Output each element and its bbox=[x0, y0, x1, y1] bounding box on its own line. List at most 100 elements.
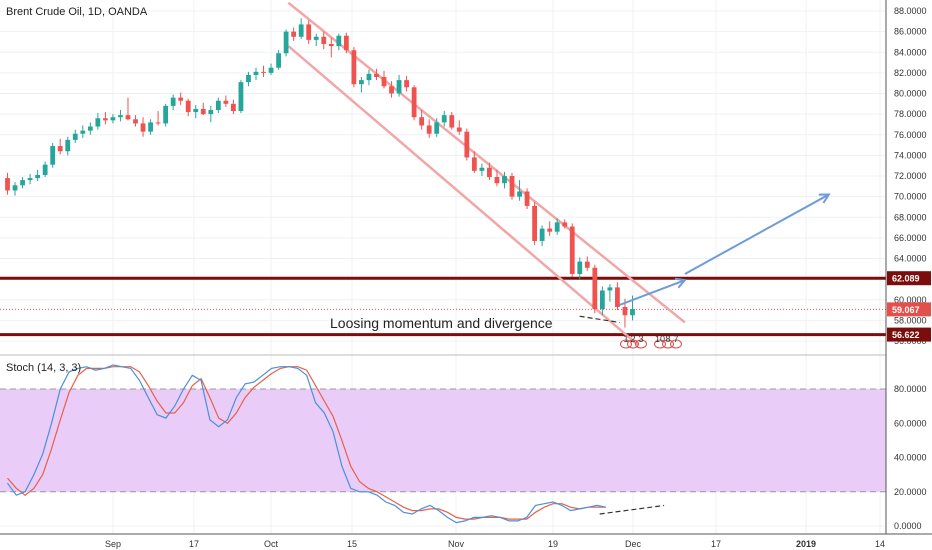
candle bbox=[155, 111, 161, 126]
candle bbox=[411, 85, 417, 121]
candle bbox=[253, 67, 259, 81]
descending-channel[interactable] bbox=[287, 1, 686, 347]
price-scale[interactable] bbox=[886, 0, 932, 534]
x-tick-label: Sep bbox=[105, 539, 121, 549]
x-tick-label: 17 bbox=[711, 539, 721, 549]
candle bbox=[426, 119, 432, 138]
y-tick-label: 88.0000 bbox=[894, 6, 927, 16]
x-tick-label: 2019 bbox=[796, 539, 816, 549]
candle bbox=[434, 118, 440, 137]
candle bbox=[178, 92, 184, 105]
channel-line[interactable] bbox=[287, 1, 686, 324]
y-tick-label: 74.0000 bbox=[894, 150, 927, 160]
candle bbox=[102, 112, 108, 125]
svg-text:62.089: 62.089 bbox=[892, 274, 920, 284]
candle bbox=[313, 33, 319, 47]
candle bbox=[351, 47, 357, 88]
candle bbox=[148, 119, 153, 135]
candle bbox=[547, 221, 553, 236]
candle bbox=[208, 105, 214, 123]
y-tick-label: 82.0000 bbox=[894, 68, 927, 78]
candle bbox=[343, 32, 349, 54]
wave-label: 1 bbox=[620, 334, 632, 349]
candle bbox=[27, 173, 33, 185]
price-divergence-line[interactable] bbox=[579, 315, 620, 324]
svg-text:7: 7 bbox=[673, 334, 678, 344]
svg-text:59.067: 59.067 bbox=[892, 305, 920, 315]
svg-text:1: 1 bbox=[623, 334, 628, 344]
candle bbox=[185, 98, 191, 117]
indicator-tick-label: 60.0000 bbox=[894, 418, 927, 428]
candle bbox=[12, 182, 18, 196]
candle bbox=[359, 77, 364, 93]
candle bbox=[321, 31, 327, 50]
wave-label: 10 bbox=[654, 334, 666, 349]
candle bbox=[231, 99, 236, 115]
candle bbox=[494, 169, 500, 187]
candle bbox=[328, 37, 334, 58]
candle bbox=[471, 151, 477, 173]
candle bbox=[95, 113, 101, 130]
horizontal-levels[interactable] bbox=[0, 276, 886, 337]
candle bbox=[449, 112, 455, 130]
candle bbox=[607, 284, 613, 302]
candle bbox=[268, 63, 274, 75]
projection-arrows[interactable] bbox=[619, 193, 831, 306]
stoch-divergence-line[interactable] bbox=[599, 504, 665, 515]
indicator-tick-label: 40.0000 bbox=[894, 453, 927, 463]
stoch-k-line bbox=[7, 364, 607, 524]
y-tick-label: 76.0000 bbox=[894, 130, 927, 140]
candle bbox=[509, 172, 515, 200]
candle bbox=[35, 169, 41, 182]
candlestick-series bbox=[5, 18, 635, 328]
indicator-tick-label: 80.0000 bbox=[894, 384, 927, 394]
indicator-axis-ticks: 80.0000 60.0000 40.0000 20.0000 0.0000 bbox=[894, 384, 927, 531]
time-axis-ticks[interactable]: Sep 17 Oct 15 Nov 19 Dec 17 2019 14 bbox=[105, 539, 885, 549]
candle bbox=[5, 172, 10, 195]
indicator-tick-label: 0.0000 bbox=[894, 521, 922, 531]
candle bbox=[193, 104, 199, 119]
candle bbox=[599, 286, 605, 316]
candle bbox=[441, 111, 447, 127]
candle bbox=[539, 225, 545, 247]
candle bbox=[554, 218, 560, 235]
candle bbox=[502, 171, 507, 189]
candle bbox=[336, 33, 342, 51]
candle bbox=[42, 161, 48, 178]
candle bbox=[65, 136, 71, 156]
y-tick-label: 80.0000 bbox=[894, 89, 927, 99]
candle bbox=[584, 256, 590, 271]
candle bbox=[283, 29, 289, 57]
candle bbox=[163, 103, 169, 127]
y-tick-label: 70.0000 bbox=[894, 192, 927, 202]
candle bbox=[389, 81, 394, 98]
candle bbox=[215, 97, 221, 114]
y-tick-label: 86.0000 bbox=[894, 27, 927, 37]
candle bbox=[569, 223, 575, 278]
candle bbox=[110, 114, 116, 124]
candle bbox=[615, 282, 620, 311]
y-tick-label: 72.0000 bbox=[894, 171, 927, 181]
channel-line[interactable] bbox=[287, 45, 639, 347]
price-badge: 59.067 bbox=[887, 302, 931, 317]
candle bbox=[404, 75, 409, 92]
y-tick-label: 78.0000 bbox=[894, 109, 927, 119]
candle bbox=[419, 110, 425, 130]
x-tick-label: 19 bbox=[548, 539, 558, 549]
candle bbox=[238, 80, 244, 114]
price-badges: 62.089 59.067 56.622 bbox=[887, 271, 931, 342]
candle bbox=[57, 138, 63, 155]
candle bbox=[517, 180, 522, 201]
candle bbox=[276, 50, 281, 70]
price-badge: 56.622 bbox=[887, 327, 931, 342]
projection-arrow[interactable] bbox=[619, 277, 687, 306]
candle bbox=[50, 143, 56, 168]
candle bbox=[72, 129, 78, 143]
stoch-band bbox=[0, 389, 886, 492]
x-tick-label: Oct bbox=[264, 539, 279, 549]
projection-arrow[interactable] bbox=[684, 193, 831, 275]
candle bbox=[562, 219, 568, 229]
y-tick-label: 66.0000 bbox=[894, 233, 927, 243]
svg-text:3: 3 bbox=[638, 334, 643, 344]
x-tick-label: 14 bbox=[875, 539, 885, 549]
